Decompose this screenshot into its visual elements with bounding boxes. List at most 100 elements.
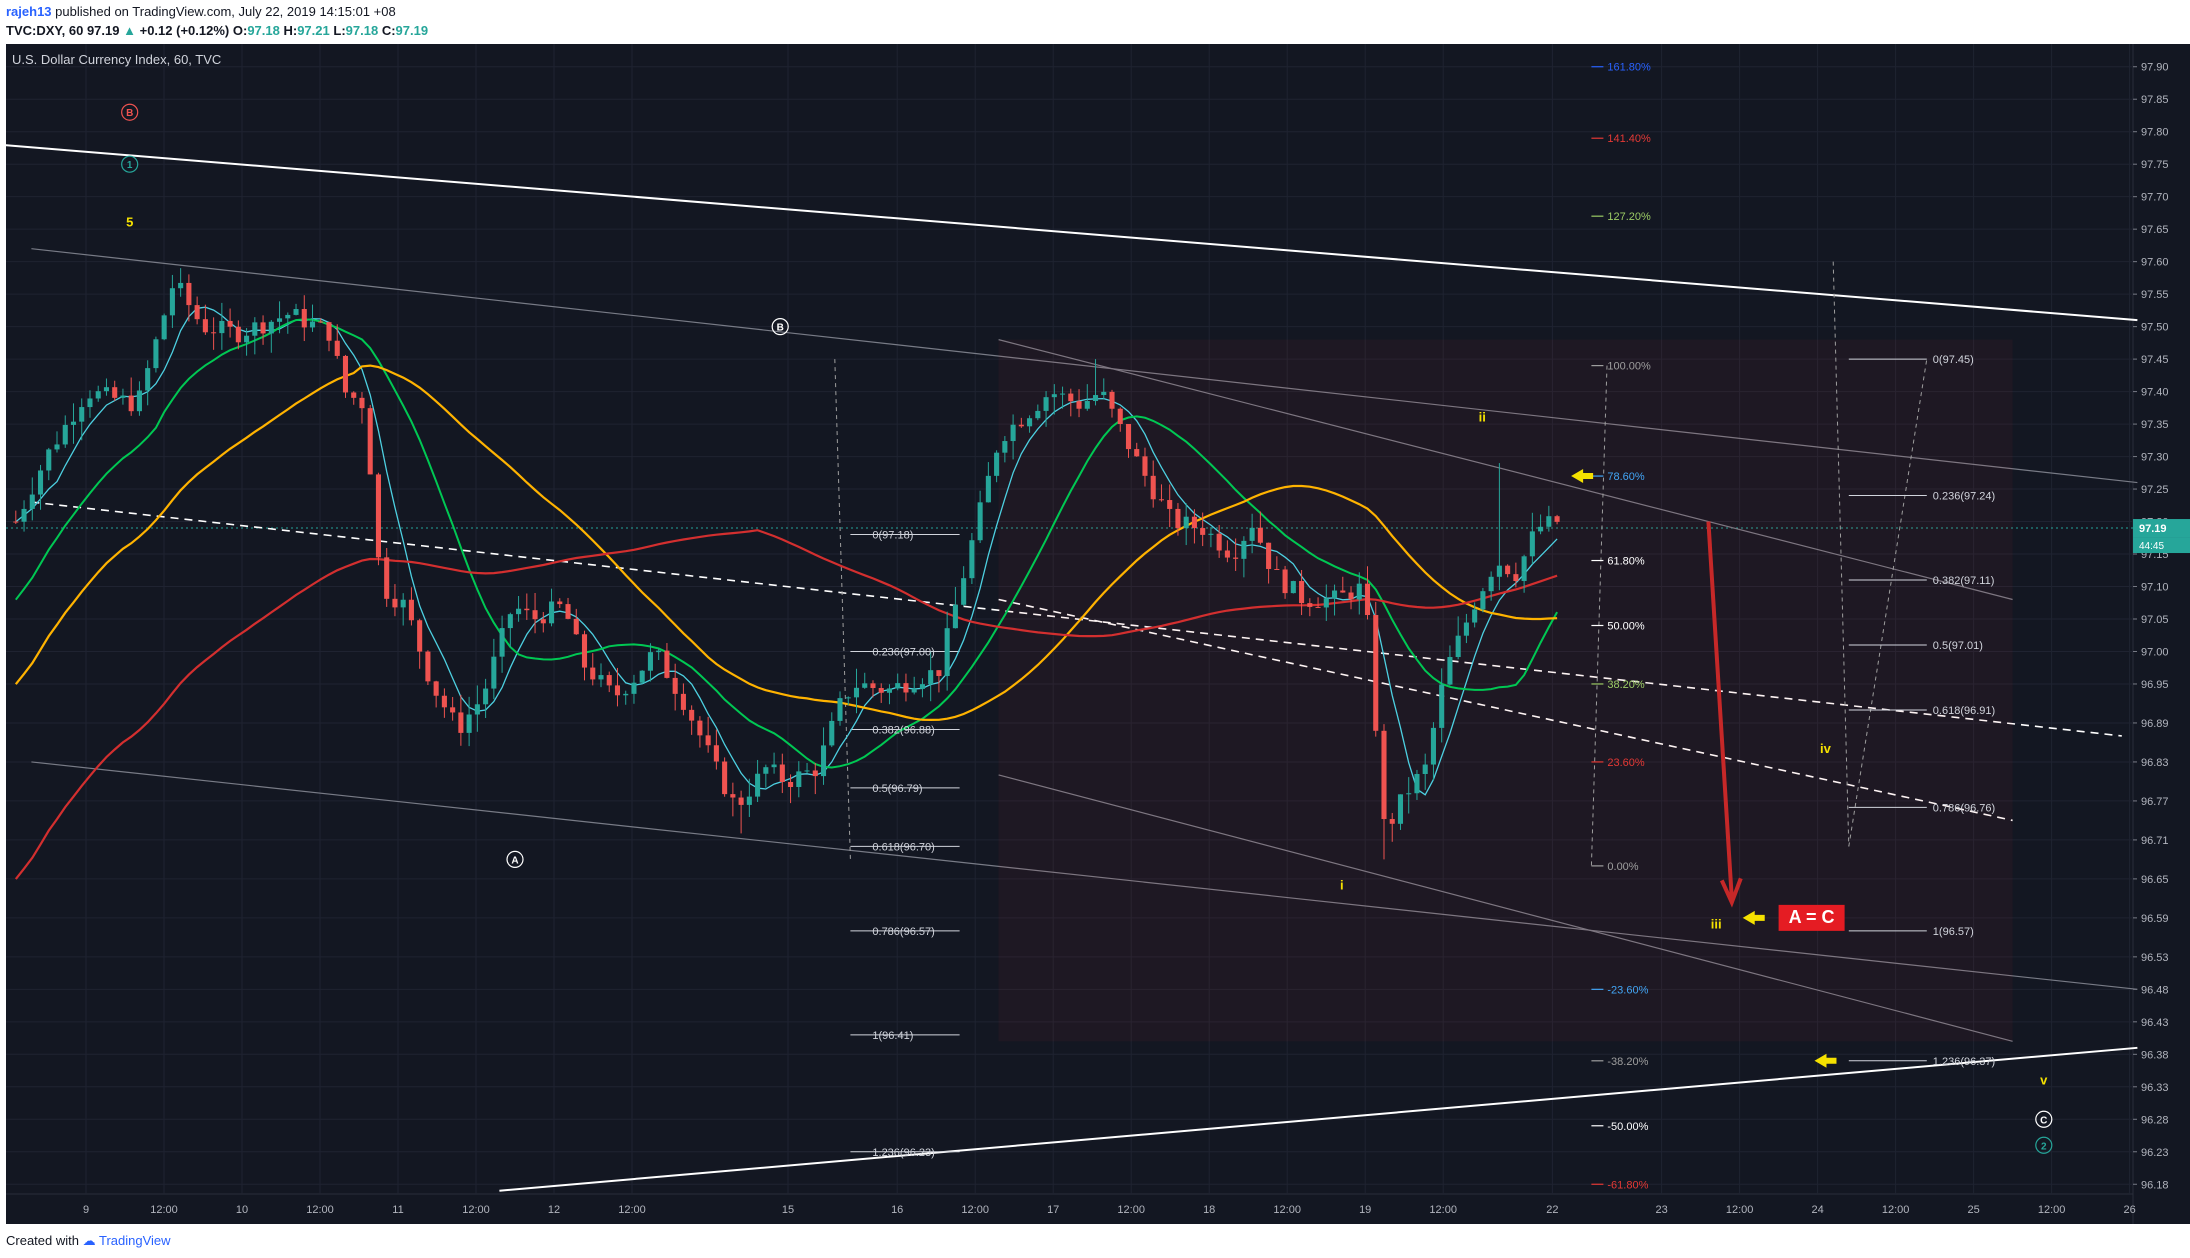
ma-line-red [14,529,1558,880]
candle-body [103,387,110,392]
price-tick-label: 96.23 [2141,1147,2169,1159]
candle-body [244,335,250,343]
price-tick-label: 96.95 [2141,679,2169,691]
time-tick-label: 12:00 [1429,1204,1457,1216]
wave-label-green-1-circle [121,155,139,173]
candle-body [1447,657,1453,685]
candle-body [919,684,925,689]
candle-body [334,340,340,356]
candle-body [1529,531,1535,557]
candle-body [87,398,93,408]
projection-zone [998,339,2013,1042]
fib-b-level-label: -38.20% [1607,1056,1648,1068]
candle-body [202,319,208,333]
callout-badge [1778,904,1845,931]
candle-body [458,712,464,733]
high-label: H: [283,23,298,38]
grid-layer [6,44,2133,1194]
candle-body [1208,533,1214,535]
candle-body [1109,391,1115,409]
wave-label-red-b-circle [121,103,139,121]
candle-body [911,688,917,693]
candle-body [977,502,983,541]
time-tick-label: 19 [1359,1204,1371,1216]
candle-body [136,390,142,412]
candle-body [1117,408,1123,425]
candle-body [408,599,414,621]
fib-a-level-label: 0(97.18) [872,530,913,542]
candle-body [631,682,637,694]
author-link[interactable]: rajeh13 [6,4,52,19]
chart-title: U.S. Dollar Currency Index, 60, TVC [12,52,221,67]
fib-a-level-label: 0.786(96.57) [872,926,934,938]
candle-body [1348,592,1354,600]
fib-c-trend-dash [1848,359,1928,847]
fib-b-trend-dash [1590,365,1608,866]
candle-body [293,309,299,315]
countdown-badge [2133,537,2190,554]
wave-label-ii: ii [1479,410,1486,425]
price-tick-label: 96.53 [2141,952,2169,964]
candle-body [260,322,266,334]
candle-body [755,773,761,797]
price-tick-label: 97.10 [2141,582,2169,594]
candle-body [161,315,167,340]
price-chart[interactable]: 0(97.18) 0.236(97.00) 0.382(96.88) 0.5(96.7… [0,44,2190,1224]
callout-text: A = C [1789,907,1835,927]
price-tick-label: 97.80 [2141,127,2169,139]
candle-body [837,698,843,721]
candle-body [1463,622,1469,636]
candle-body [590,667,596,680]
publish-info: rajeh13 published on TradingView.com, Ju… [6,4,396,19]
fib-b-level-label: -61.80% [1607,1179,1648,1191]
fib-b-level-label: 50.00% [1607,620,1645,632]
candle-body [516,608,522,615]
candle-body [13,521,19,523]
open-value: 97.18 [247,23,280,38]
candle-body [623,693,629,696]
fib-a-level-label: 0.5(96.79) [872,783,922,795]
tradingview-link[interactable]: TradingView [99,1233,171,1248]
candle-body [169,288,175,316]
price-tick-label: 96.89 [2141,718,2169,730]
candle-body [656,650,662,653]
candle-body [722,761,728,795]
time-tick-label: 12:00 [961,1204,989,1216]
candle-body [1480,591,1486,610]
candle-body [1472,609,1478,623]
candle-body [540,619,546,624]
candle-body [705,735,711,746]
time-tick-label: 16 [891,1204,903,1216]
candle-body [1299,581,1305,604]
candle-body [680,693,686,710]
candle-body [853,687,860,698]
price-tick-label: 97.30 [2141,452,2169,464]
chart-area[interactable]: 0(97.18) 0.236(97.00) 0.382(96.88) 0.5(96.7… [0,44,2190,1224]
candle-body [400,599,406,608]
candle-body [95,391,101,399]
candle-body [79,407,85,422]
time-tick-label: 12:00 [618,1204,646,1216]
fib-c-level-label: 0.236(97.24) [1933,491,1995,503]
wave-label-green-1: 1 [127,160,133,171]
candle-body [186,282,192,306]
price-tick-label: 97.65 [2141,224,2169,236]
candle-body [524,608,530,611]
candle-body [1158,499,1164,501]
ma-line-orange [14,364,1558,722]
candle-body [870,683,876,689]
fib-b-level-label: 141.40% [1607,133,1651,145]
candle-body [54,444,60,450]
candle-body [614,685,621,696]
candle-body [433,681,439,696]
candle-body [1282,569,1288,594]
candle-body [1134,449,1140,457]
fib-a-level-label: 1.236(96.23) [872,1147,934,1159]
candle-body [417,620,423,652]
price-tick-label: 97.70 [2141,192,2169,204]
candle-body [779,764,785,782]
fib-b-level-label: -50.00% [1607,1121,1648,1133]
candle-body [219,320,225,334]
candle-body [1406,793,1412,795]
fib-c-level-label: 0.618(96.91) [1933,705,1995,717]
